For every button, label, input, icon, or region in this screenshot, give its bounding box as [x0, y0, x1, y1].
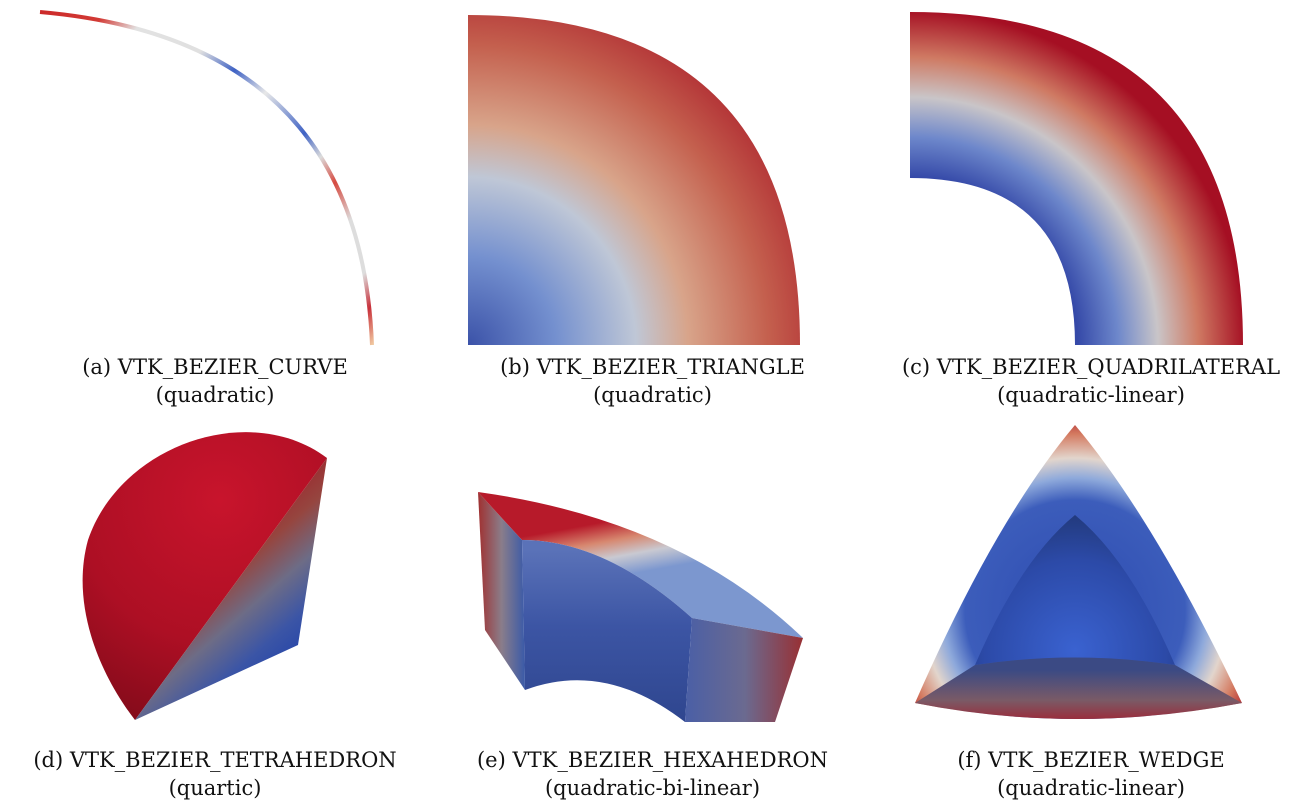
bezier-wedge-render — [915, 425, 1242, 719]
caption-c-title: (c) VTK_BEZIER_QUADRILATERAL — [901, 355, 1281, 379]
caption-c: (c) VTK_BEZIER_QUADRILATERAL (quadratic-… — [875, 353, 1307, 409]
caption-e-subtitle: (quadratic-bi-linear) — [544, 776, 761, 800]
caption-a: (a) VTK_BEZIER_CURVE (quadratic) — [0, 353, 430, 409]
wedge-bottom-face — [915, 657, 1242, 719]
tetrahedron-cut-face — [135, 458, 327, 720]
tetrahedron-outer-face — [82, 432, 327, 720]
panel-d-bezier-tetrahedron: (d) VTK_BEZIER_TETRAHEDRON (quartic) — [0, 420, 430, 809]
caption-f: (f) VTK_BEZIER_WEDGE (quadratic-linear) — [875, 746, 1307, 802]
bezier-quadrilateral-render — [910, 12, 1243, 345]
hexahedron-left-face — [478, 492, 525, 690]
caption-d: (d) VTK_BEZIER_TETRAHEDRON (quartic) — [0, 746, 430, 802]
bezier-hexahedron-render — [478, 492, 803, 722]
caption-f-subtitle: (quadratic-linear) — [997, 776, 1185, 800]
caption-e-title: (e) VTK_BEZIER_HEXAHEDRON — [476, 748, 829, 772]
bezier-tetrahedron-render — [82, 432, 327, 720]
panel-c-bezier-quadrilateral: (c) VTK_BEZIER_QUADRILATERAL (quadratic-… — [875, 0, 1307, 420]
curve-path — [39, 10, 374, 346]
wedge-inner-face — [975, 515, 1175, 665]
panel-e-bezier-hexahedron: (e) VTK_BEZIER_HEXAHEDRON (quadratic-bi-… — [430, 420, 875, 809]
triangle-shape — [468, 15, 800, 345]
caption-d-title: (d) VTK_BEZIER_TETRAHEDRON — [33, 748, 397, 772]
caption-f-title: (f) VTK_BEZIER_WEDGE — [957, 748, 1225, 772]
bezier-triangle-render — [468, 15, 800, 345]
caption-d-subtitle: (quartic) — [168, 776, 262, 800]
caption-b-subtitle: (quadratic) — [593, 383, 712, 407]
caption-c-subtitle: (quadratic-linear) — [997, 383, 1185, 407]
caption-e: (e) VTK_BEZIER_HEXAHEDRON (quadratic-bi-… — [430, 746, 875, 802]
bezier-curve-render — [39, 10, 374, 346]
hexahedron-front-face — [522, 540, 692, 722]
caption-b-title: (b) VTK_BEZIER_TRIANGLE — [500, 355, 805, 379]
caption-b: (b) VTK_BEZIER_TRIANGLE (quadratic) — [430, 353, 875, 409]
quadrilateral-shape — [910, 12, 1243, 345]
caption-a-subtitle: (quadratic) — [155, 383, 275, 407]
panel-b-bezier-triangle: (b) VTK_BEZIER_TRIANGLE (quadratic) — [430, 0, 875, 420]
panel-a-bezier-curve: (a) VTK_BEZIER_CURVE (quadratic) — [0, 0, 430, 420]
panel-f-bezier-wedge: (f) VTK_BEZIER_WEDGE (quadratic-linear) — [875, 420, 1307, 809]
hexahedron-right-face — [685, 618, 803, 722]
caption-a-title: (a) VTK_BEZIER_CURVE — [82, 355, 348, 379]
hexahedron-top-face — [478, 492, 803, 638]
